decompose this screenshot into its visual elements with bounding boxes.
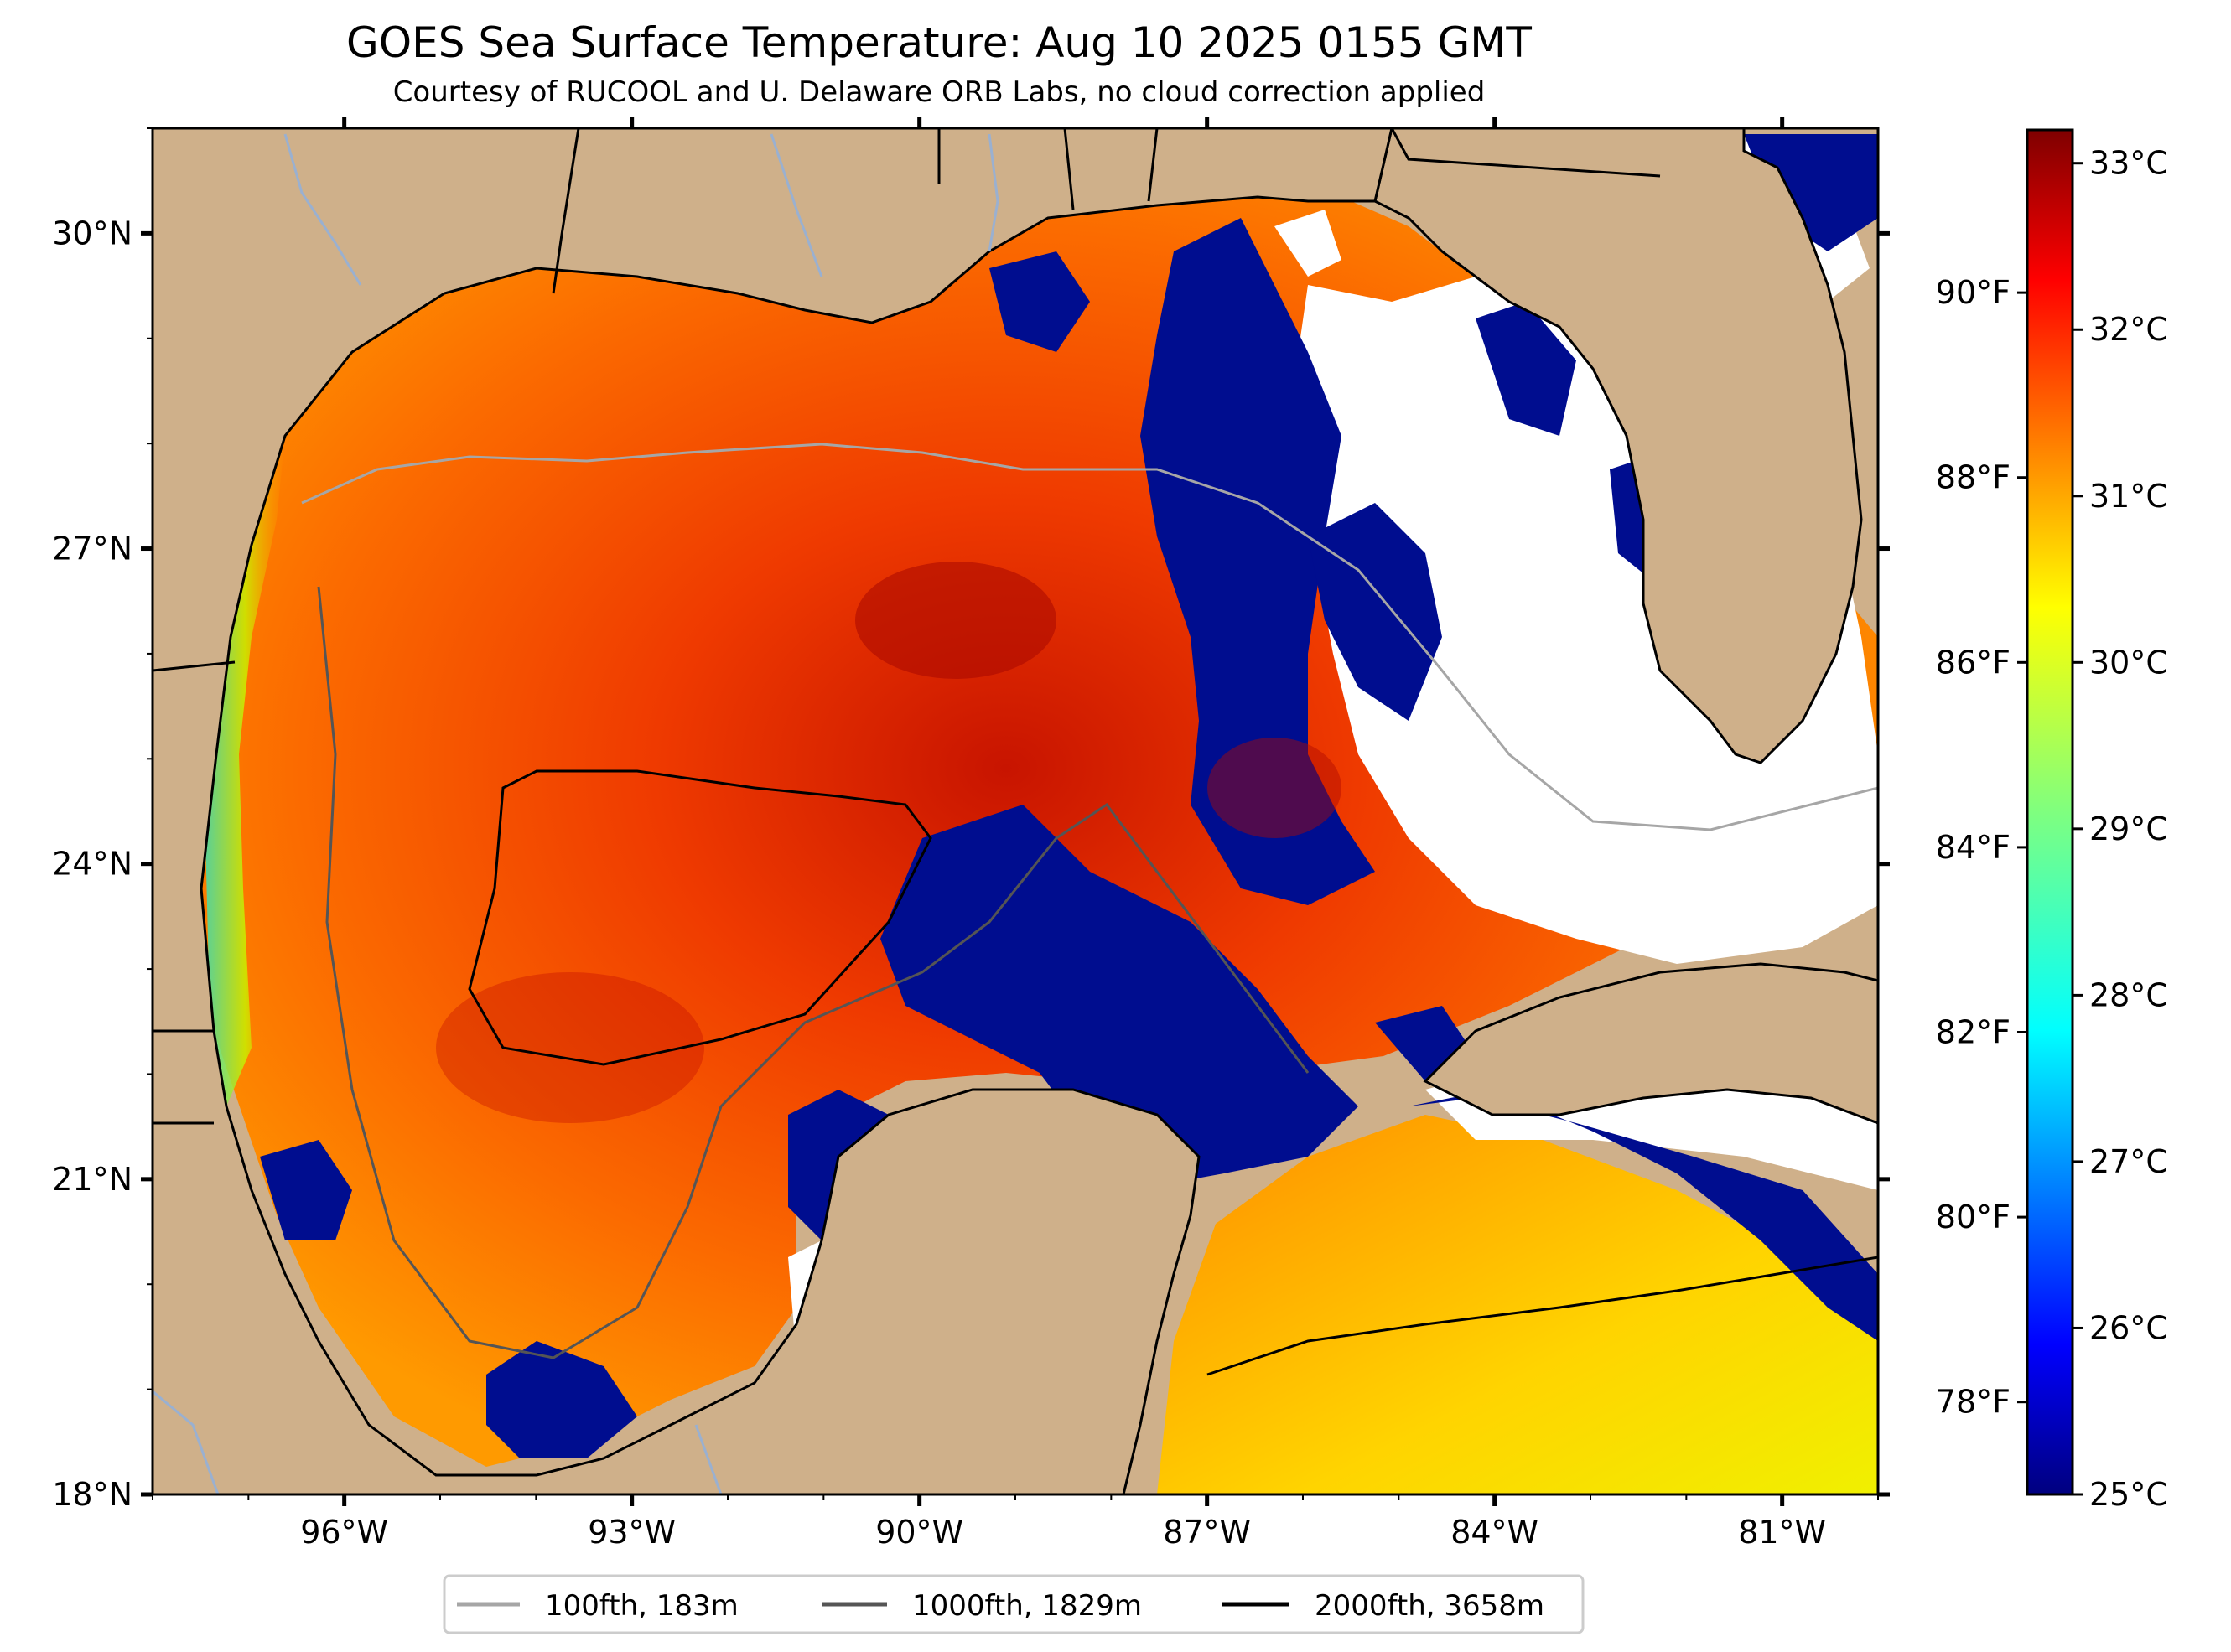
contour-2000fth [468,769,932,1066]
colorbar-f-label: 78°F [1936,1384,2010,1421]
lon-tick-label: 96°W [300,1514,388,1551]
colorbar-c-label: 28°C [2089,976,2168,1013]
colorbar-f-label: 82°F [1936,1014,2010,1051]
colorbar-f-label: 84°F [1936,829,2010,866]
map-subtitle: Courtesy of RUCOOL and U. Delaware ORB L… [392,75,1486,109]
lat-tick-label: 21°N [52,1161,132,1198]
contour-2000fth [1206,1256,1878,1376]
longitude-axis: 96°W 93°W 90°W 87°W 84°W 81°W [152,117,1879,1551]
lon-tick-label: 87°W [1163,1514,1251,1551]
rivers [153,133,999,1494]
colorbar-c-label: 25°C [2089,1476,2168,1513]
florida-land [1373,128,1863,764]
warm-core-spot [1207,738,1341,838]
lat-tick-label: 24°N [52,846,132,883]
legend-label-1000fth: 1000fth, 1829m [912,1589,1142,1623]
contour-1000fth [317,586,1310,1359]
us-gulf-coast-land [153,128,1393,1033]
colorbar-c-label: 26°C [2089,1309,2168,1346]
colorbar-c-label: 30°C [2089,644,2168,681]
lon-tick-label: 90°W [875,1514,963,1551]
colorbar-c-label: 32°C [2089,311,2168,348]
lat-tick-label: 18°N [52,1476,132,1513]
legend-label-100fth: 100fth, 183m [545,1589,739,1623]
mexico-land [153,1029,1201,1494]
state-borders [153,128,1661,1125]
lon-tick-label: 84°W [1450,1514,1538,1551]
lat-tick-label: 30°N [52,215,132,251]
depth-legend: 100fth, 183m 1000fth, 1829m 2000fth, 365… [443,1574,1585,1634]
colorbar-c-label: 33°C [2089,145,2168,182]
latitude-axis: 30°N 27°N 24°N 21°N 18°N [52,127,1890,1513]
warm-core-spot [855,562,1056,679]
lat-tick-label: 27°N [52,531,132,567]
colorbar-f-label: 86°F [1936,644,2010,681]
colorbar-c-label: 29°C [2089,810,2168,847]
colorbar-c-label: 31°C [2089,478,2168,515]
cuba-land [1423,962,1878,1125]
colorbar-fahrenheit-ticks: 90°F 88°F 86°F 84°F 82°F 80°F 78°F [1936,274,2027,1421]
lon-tick-label: 81°W [1738,1514,1826,1551]
caribbean-water-sst [1157,1115,1878,1494]
map-plot-area [153,128,1878,1494]
lon-tick-label: 93°W [588,1514,676,1551]
colorbar-f-label: 90°F [1936,274,2010,311]
legend-label-2000fth: 2000fth, 3658m [1315,1589,1544,1623]
contour-100fth [301,443,1878,831]
colorbar-c-label: 27°C [2089,1143,2168,1180]
colorbar-f-label: 88°F [1936,459,2010,496]
colorbar-f-label: 80°F [1936,1199,2010,1235]
colorbar [2026,128,2074,1496]
legend-box [443,1574,1585,1634]
map-title: GOES Sea Surface Temperature: Aug 10 202… [346,18,1532,67]
warm-core-spot [436,972,704,1123]
colorbar-celsius-ticks: 33°C 32°C 31°C 30°C 29°C 28°C 27°C 26°C 25°C [2073,145,2168,1513]
